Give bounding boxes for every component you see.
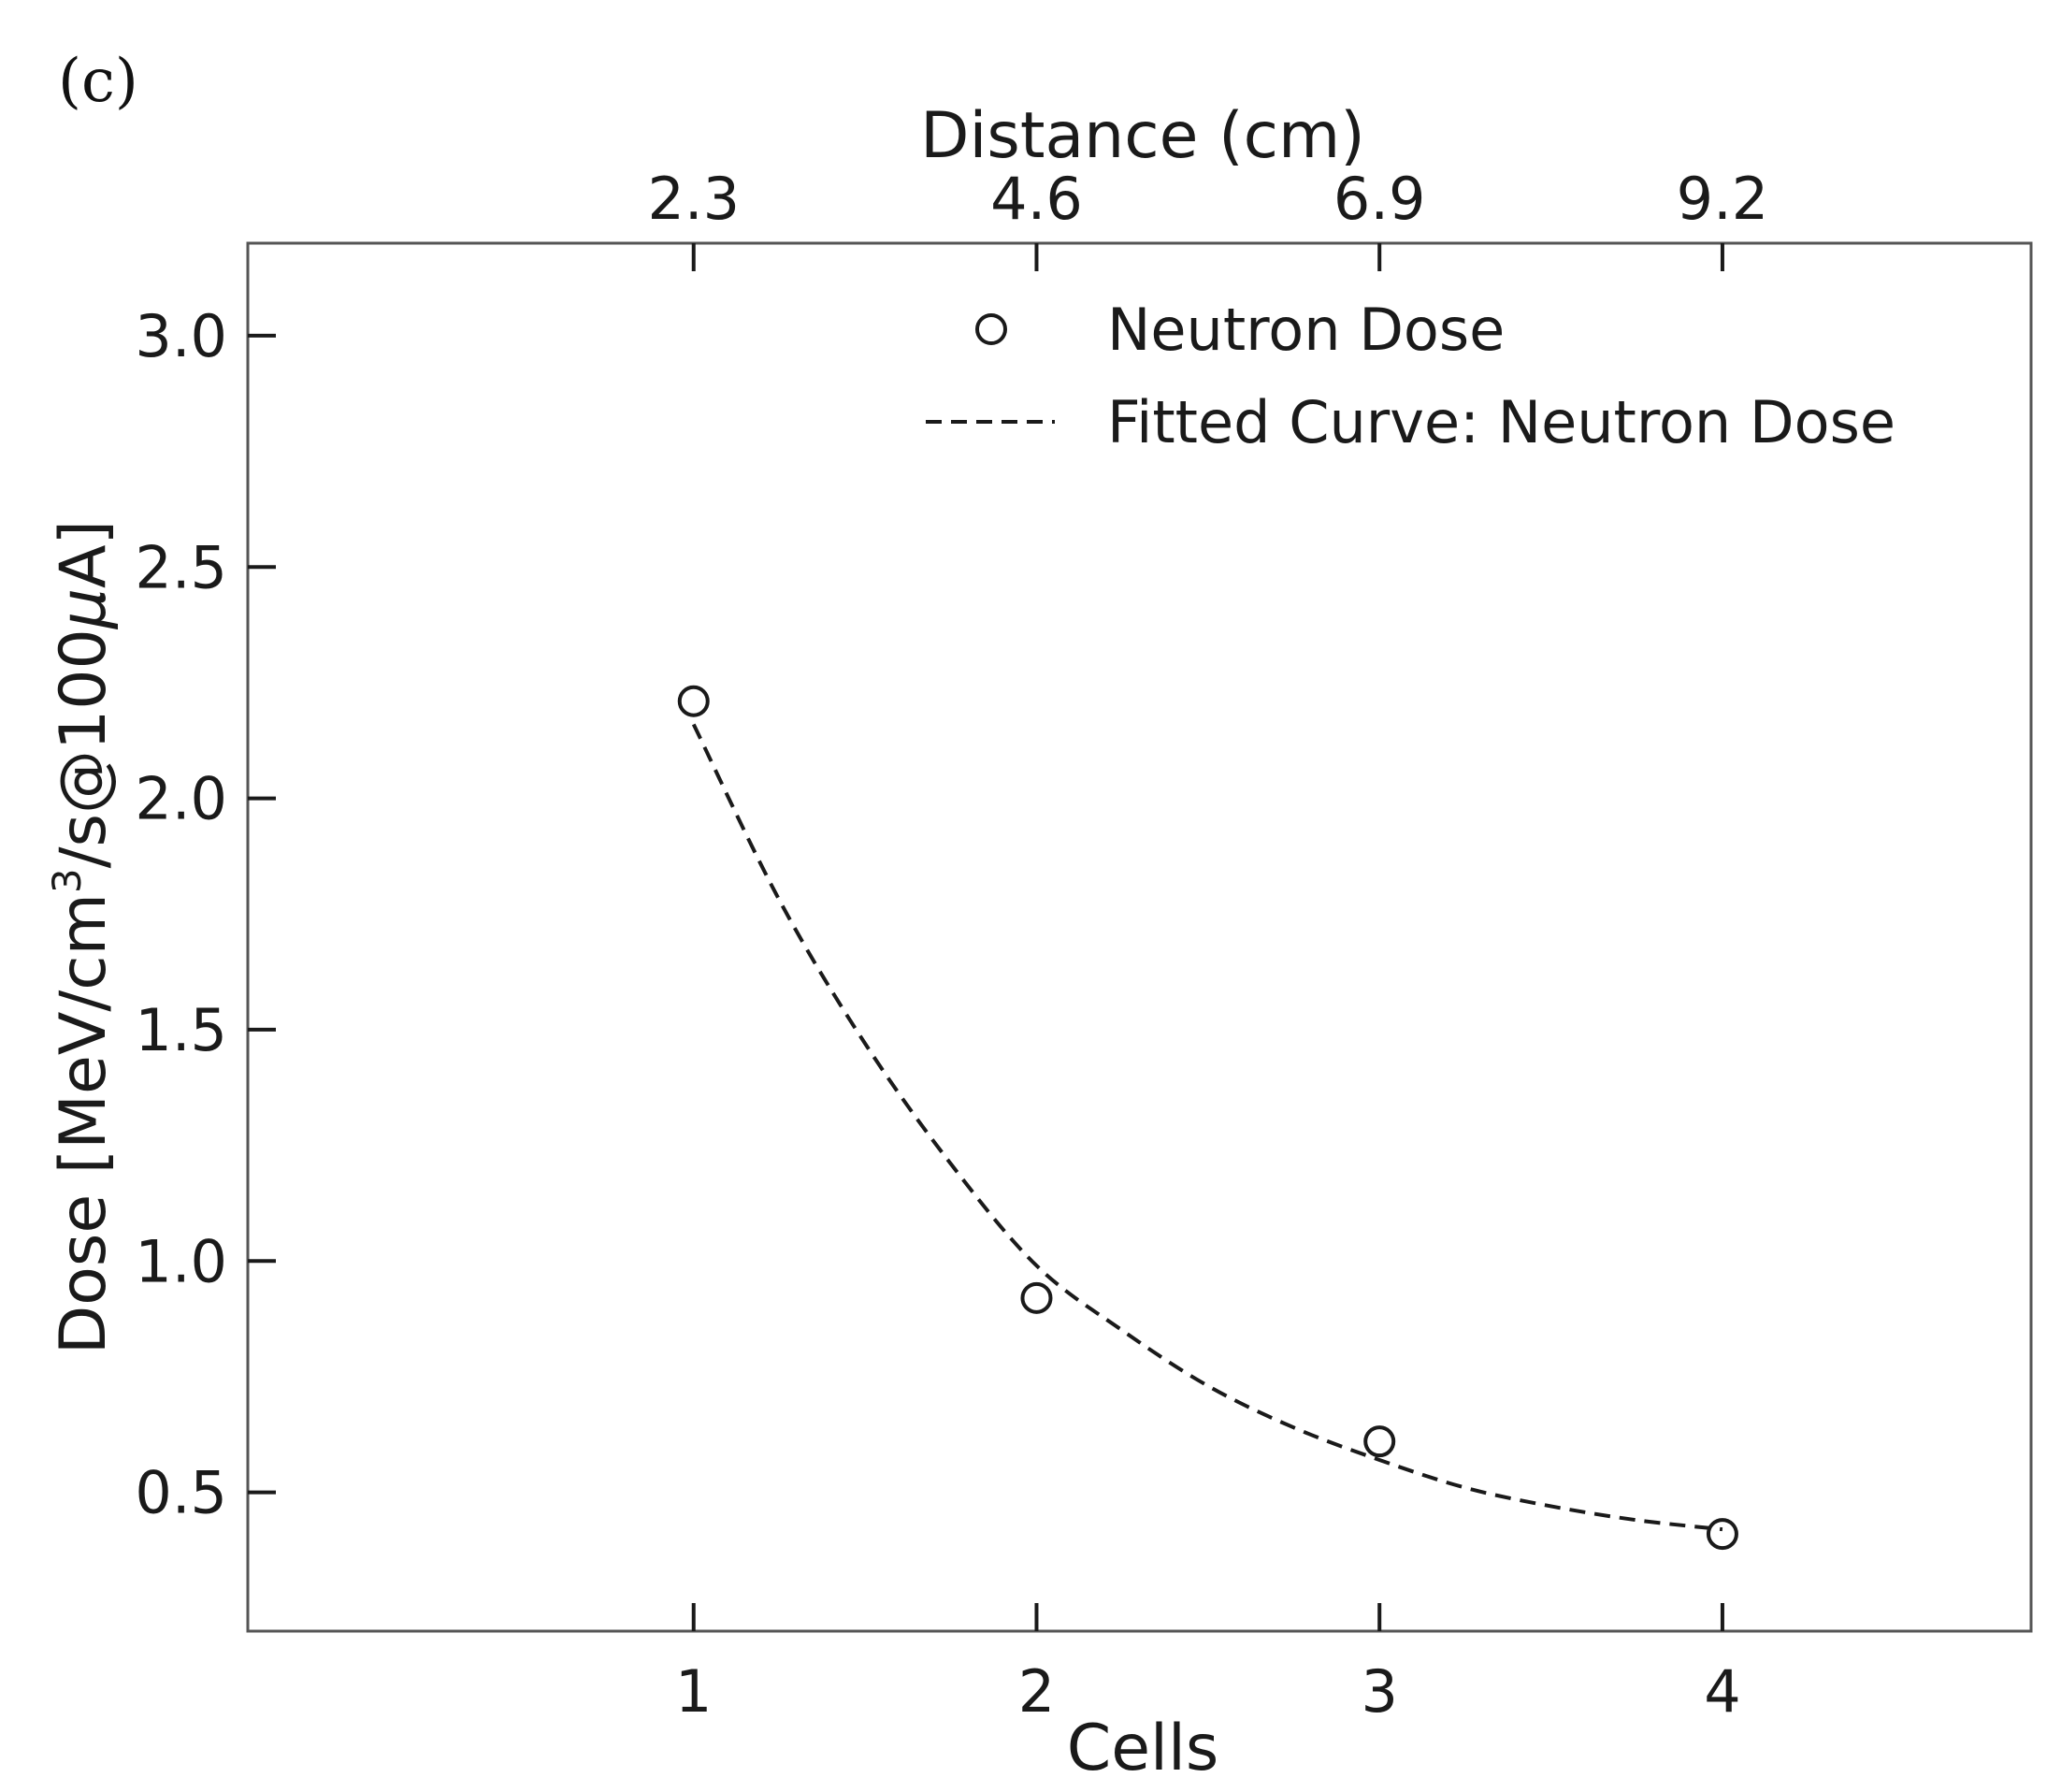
data-point-neutron-dose [1020, 1281, 1053, 1314]
y-axis-title-prefix: Dose [MeV/cm [47, 893, 121, 1354]
fitted-curve-line [691, 723, 1723, 1532]
top-x-tick-label: 2.3 [647, 165, 740, 233]
y-tick-label: 2.0 [135, 765, 227, 833]
y-axis-title-mu: μ [47, 588, 121, 629]
x-tick-label: 2 [1018, 1657, 1055, 1726]
x-tick-label: 1 [675, 1657, 712, 1726]
y-tick-label: 0.5 [135, 1459, 227, 1527]
legend-label-neutron-dose: Neutron Dose [1107, 296, 1505, 364]
x-axis-title: Cells [1067, 1712, 1219, 1785]
y-axis-title: Dose [MeV/cm3/s@100μA] [44, 520, 121, 1354]
top-x-ticks: 2.3 4.6 6.9 9.2 [647, 165, 1768, 271]
top-x-axis-title: Distance (cm) [920, 99, 1365, 173]
legend: Neutron Dose Fitted Curve: Neutron Dose [926, 296, 1895, 456]
data-point-neutron-dose [1706, 1518, 1738, 1551]
y-tick-label: 2.5 [135, 533, 227, 601]
top-x-tick-label: 4.6 [990, 165, 1083, 233]
y-ticks: 0.5 1.0 1.5 2.0 2.5 3.0 [135, 302, 276, 1527]
y-tick-label: 1.5 [135, 996, 227, 1064]
legend-marker-neutron-dose [975, 313, 1007, 345]
plot-frame [246, 241, 2033, 1633]
y-tick-label: 3.0 [135, 302, 227, 370]
x-tick-label: 4 [1704, 1657, 1740, 1726]
bottom-x-ticks: 1 2 3 4 [675, 1603, 1741, 1726]
legend-label-fitted-curve: Fitted Curve: Neutron Dose [1107, 388, 1895, 456]
x-tick-label: 3 [1361, 1657, 1397, 1726]
neutron-dose-points [677, 685, 1738, 1551]
data-point-neutron-dose [1363, 1425, 1396, 1458]
y-tick-label: 1.0 [135, 1227, 227, 1295]
top-x-tick-label: 6.9 [1333, 165, 1426, 233]
top-x-tick-label: 9.2 [1677, 165, 1769, 233]
y-axis-title-superscript: 3 [44, 868, 90, 893]
data-point-neutron-dose [677, 685, 710, 717]
y-axis-title-suffix: /s@100 [47, 629, 121, 868]
y-axis-title-tail: A] [47, 520, 121, 588]
panel-label: (c) [58, 47, 138, 116]
